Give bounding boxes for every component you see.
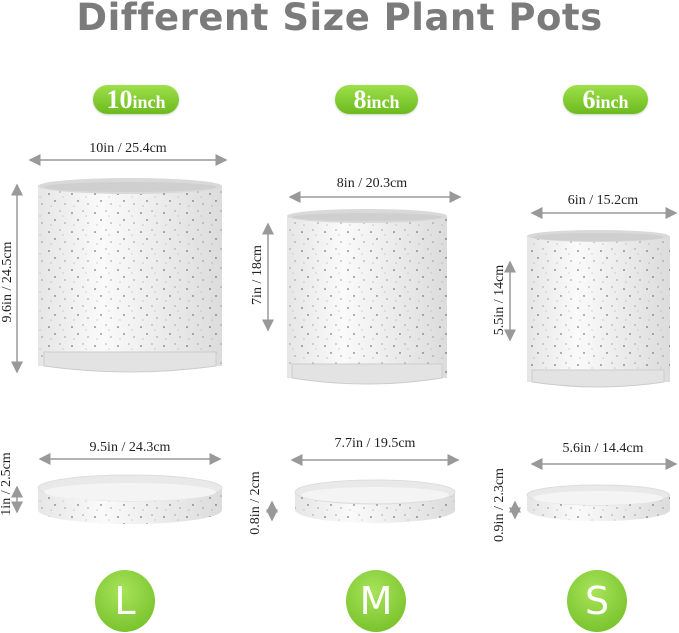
pot-height-label: 7in / 18cm	[250, 245, 265, 305]
saucer-height-label: 0.9in / 2.3cm	[492, 468, 507, 542]
pot-small	[527, 230, 670, 388]
saucer-medium	[294, 479, 456, 523]
badge-unit: inch	[595, 92, 629, 112]
size-badge-medium: 8inch	[335, 85, 418, 114]
saucer-width-label: 9.5in / 24.3cm	[89, 440, 171, 455]
size-badge-small: 6inch	[563, 85, 648, 114]
page-title: Different Size Plant Pots	[76, 0, 603, 39]
pot-height-label: 9.6in / 24.5cm	[0, 241, 15, 323]
saucer-width-label: 7.7in / 19.5cm	[334, 436, 416, 451]
badge-number: 10	[106, 85, 133, 114]
saucer-large	[37, 474, 223, 524]
size-letter-medium: M	[346, 570, 406, 632]
size-badge-large: 10inch	[93, 85, 179, 114]
saucer-height-label: 0.8in / 2cm	[248, 471, 263, 535]
saucer-width-label: 5.6in / 14.4cm	[562, 441, 644, 456]
badge-number: 8	[353, 85, 367, 114]
size-letter-small: S	[567, 570, 627, 632]
badge-unit: inch	[132, 92, 166, 112]
size-letter-large: L	[95, 570, 155, 632]
pot-large	[38, 178, 222, 373]
saucer-small	[526, 484, 670, 522]
pot-width-label: 10in / 25.4cm	[89, 141, 167, 156]
pot-width-label: 6in / 15.2cm	[567, 193, 639, 208]
pot-medium	[287, 209, 447, 385]
badge-number: 6	[582, 85, 596, 114]
badge-unit: inch	[366, 92, 400, 112]
pot-width-label: 8in / 20.3cm	[336, 176, 408, 191]
saucer-height-label: 1in / 2.5cm	[0, 452, 14, 516]
pot-height-label: 5.5in / 14cm	[492, 264, 507, 336]
